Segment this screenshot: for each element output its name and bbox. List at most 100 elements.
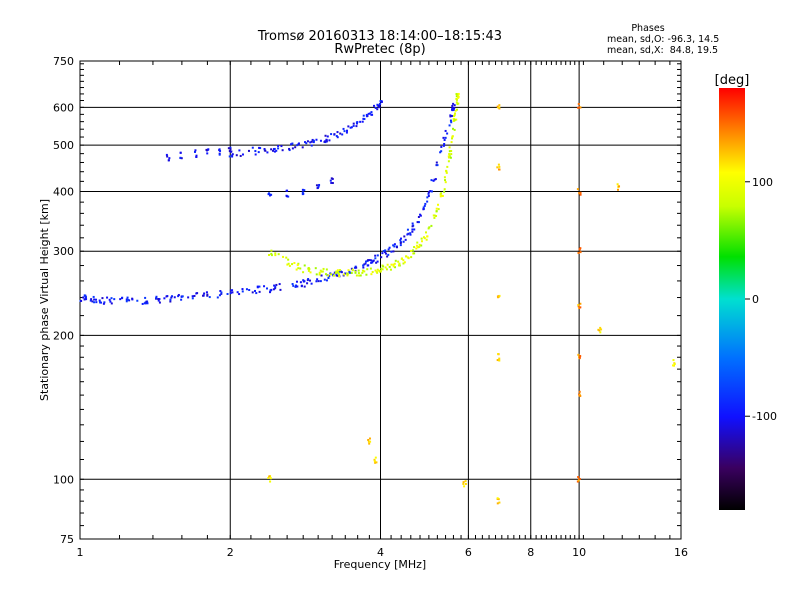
data-point (207, 148, 210, 151)
data-point (245, 288, 248, 291)
data-point (497, 498, 500, 501)
data-point (336, 131, 339, 134)
data-point (496, 166, 499, 169)
data-point (206, 294, 209, 297)
data-point (422, 206, 425, 209)
data-point (361, 271, 364, 274)
data-point (231, 154, 234, 157)
data-point (392, 265, 395, 268)
data-point (579, 193, 582, 196)
data-point (447, 156, 450, 159)
data-point (385, 252, 388, 255)
data-point (231, 153, 234, 156)
data-point (384, 249, 387, 252)
data-point (435, 210, 438, 213)
data-point (332, 274, 335, 277)
chart-subtitle: RwPretec (8p) (334, 42, 425, 57)
data-point (350, 126, 353, 129)
data-point (268, 194, 271, 197)
data-point (453, 114, 456, 117)
y-tick-label: 100 (53, 473, 74, 486)
data-point (409, 232, 412, 235)
data-point (102, 302, 105, 305)
data-point (320, 274, 323, 277)
x-axis-label: Frequency [MHz] (334, 558, 426, 571)
data-point (263, 148, 266, 151)
data-point (449, 114, 452, 117)
data-point (403, 235, 406, 238)
data-point (349, 126, 352, 129)
data-point (235, 154, 238, 157)
data-point (498, 168, 501, 171)
data-point (452, 102, 455, 105)
data-point (579, 251, 582, 254)
data-point (365, 273, 368, 276)
data-point (272, 148, 275, 151)
data-point (352, 122, 355, 125)
data-point (448, 146, 451, 149)
colorbar-tick-label: 0 (752, 293, 759, 306)
data-point (127, 298, 130, 301)
data-point (206, 152, 209, 155)
data-point (393, 262, 396, 265)
data-point (394, 259, 397, 262)
data-point (404, 238, 407, 241)
data-point (171, 295, 174, 298)
data-point (398, 264, 401, 267)
data-point (413, 246, 416, 249)
data-point (266, 287, 269, 290)
data-point (342, 127, 345, 130)
data-point (325, 138, 328, 141)
data-point (616, 183, 619, 186)
data-point (376, 260, 379, 263)
data-point (302, 271, 305, 274)
data-point (393, 266, 396, 269)
data-point (415, 247, 418, 250)
data-point (426, 235, 429, 238)
data-point (355, 274, 358, 277)
data-point (136, 299, 139, 302)
data-point (395, 246, 398, 249)
data-point (334, 272, 337, 275)
data-point (368, 112, 371, 115)
data-point (362, 264, 365, 267)
data-point (287, 258, 290, 261)
y-tick-label: 600 (53, 101, 74, 114)
data-point (451, 137, 454, 140)
x-tick-label: 16 (674, 546, 688, 559)
data-point (423, 204, 426, 207)
data-point (406, 233, 409, 236)
data-point (388, 246, 391, 249)
data-point (98, 299, 101, 302)
data-point (448, 150, 451, 153)
data-point (335, 134, 338, 137)
y-tick-label: 300 (53, 245, 74, 258)
data-point (385, 268, 388, 271)
data-point (380, 101, 383, 104)
data-point (269, 480, 272, 483)
data-point (579, 355, 582, 358)
data-point (372, 259, 375, 262)
data-point (379, 269, 382, 272)
stats-line-x: mean, sd,X: 84.8, 19.5 (607, 45, 718, 56)
data-point (600, 328, 603, 331)
data-point (206, 293, 209, 296)
data-point (177, 295, 180, 298)
data-point (578, 307, 581, 310)
data-point (287, 195, 290, 198)
data-point (578, 106, 581, 109)
data-point (165, 153, 168, 156)
y-tick-label: 200 (53, 329, 74, 342)
data-point (365, 113, 368, 116)
data-point (577, 305, 580, 308)
data-point (338, 273, 341, 276)
data-point (497, 353, 500, 356)
data-point (155, 297, 158, 300)
data-point (219, 290, 222, 293)
data-point (446, 132, 449, 135)
data-point (450, 114, 453, 117)
data-point (393, 243, 396, 246)
colorbar-tick-label: 100 (752, 176, 773, 189)
data-point (355, 121, 358, 124)
data-point (672, 359, 675, 362)
